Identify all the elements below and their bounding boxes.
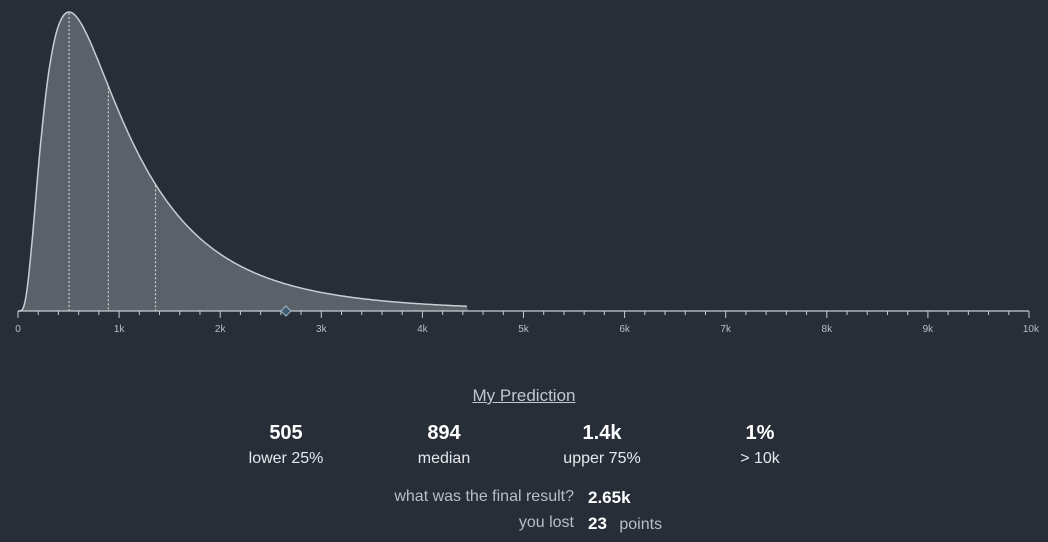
resolution-marker	[280, 305, 292, 317]
stat-label: > 10k	[740, 450, 780, 467]
final-result-question: what was the final result?	[394, 488, 574, 505]
final-result-question-row: what was the final result?	[0, 488, 574, 512]
stat-value: 1%	[745, 422, 775, 444]
points-lost-value: 23	[588, 514, 607, 533]
points-lost-prefix-row: you lost	[0, 514, 574, 538]
stat-label: lower 25%	[248, 450, 324, 467]
stat-value: 505	[269, 422, 303, 444]
distribution-curve	[18, 11, 467, 312]
points-lost-row: 23 points	[588, 514, 662, 538]
final-result-answer: 2.65k	[588, 488, 631, 507]
stat-lower-25: 505 lower 25%	[206, 421, 366, 473]
x-tick-label: 2k	[215, 324, 227, 335]
stat-upper-75: 1.4k upper 75%	[522, 421, 682, 473]
stat-median: 894 median	[364, 421, 524, 473]
x-tick-label: 0	[15, 324, 21, 335]
final-result-answer-row: 2.65k	[588, 488, 631, 512]
x-tick-label: 1k	[114, 324, 126, 335]
x-tick-label: 9k	[923, 324, 935, 335]
points-lost-prefix: you lost	[518, 514, 574, 531]
x-tick-label: 5k	[518, 324, 530, 335]
x-tick-label: 4k	[417, 324, 429, 335]
x-tick-label: 6k	[619, 324, 631, 335]
stat-label: upper 75%	[563, 450, 641, 467]
x-tick-label: 10k	[1023, 324, 1040, 335]
distribution-chart: 0 1k 2k 3k 4k 5k 6k 7k 8k 9k 10k	[15, 11, 1040, 335]
stat-above-max: 1% > 10k	[680, 421, 840, 473]
points-lost-suffix: points	[619, 516, 663, 533]
stat-label: median	[417, 450, 471, 467]
x-tick-label: 3k	[316, 324, 328, 335]
x-tick-label: 8k	[822, 324, 834, 335]
my-prediction-link[interactable]: My Prediction	[472, 386, 576, 405]
distribution-area	[18, 12, 468, 311]
x-tick-label: 7k	[720, 324, 732, 335]
stat-value: 1.4k	[582, 422, 622, 444]
stat-value: 894	[427, 422, 461, 444]
